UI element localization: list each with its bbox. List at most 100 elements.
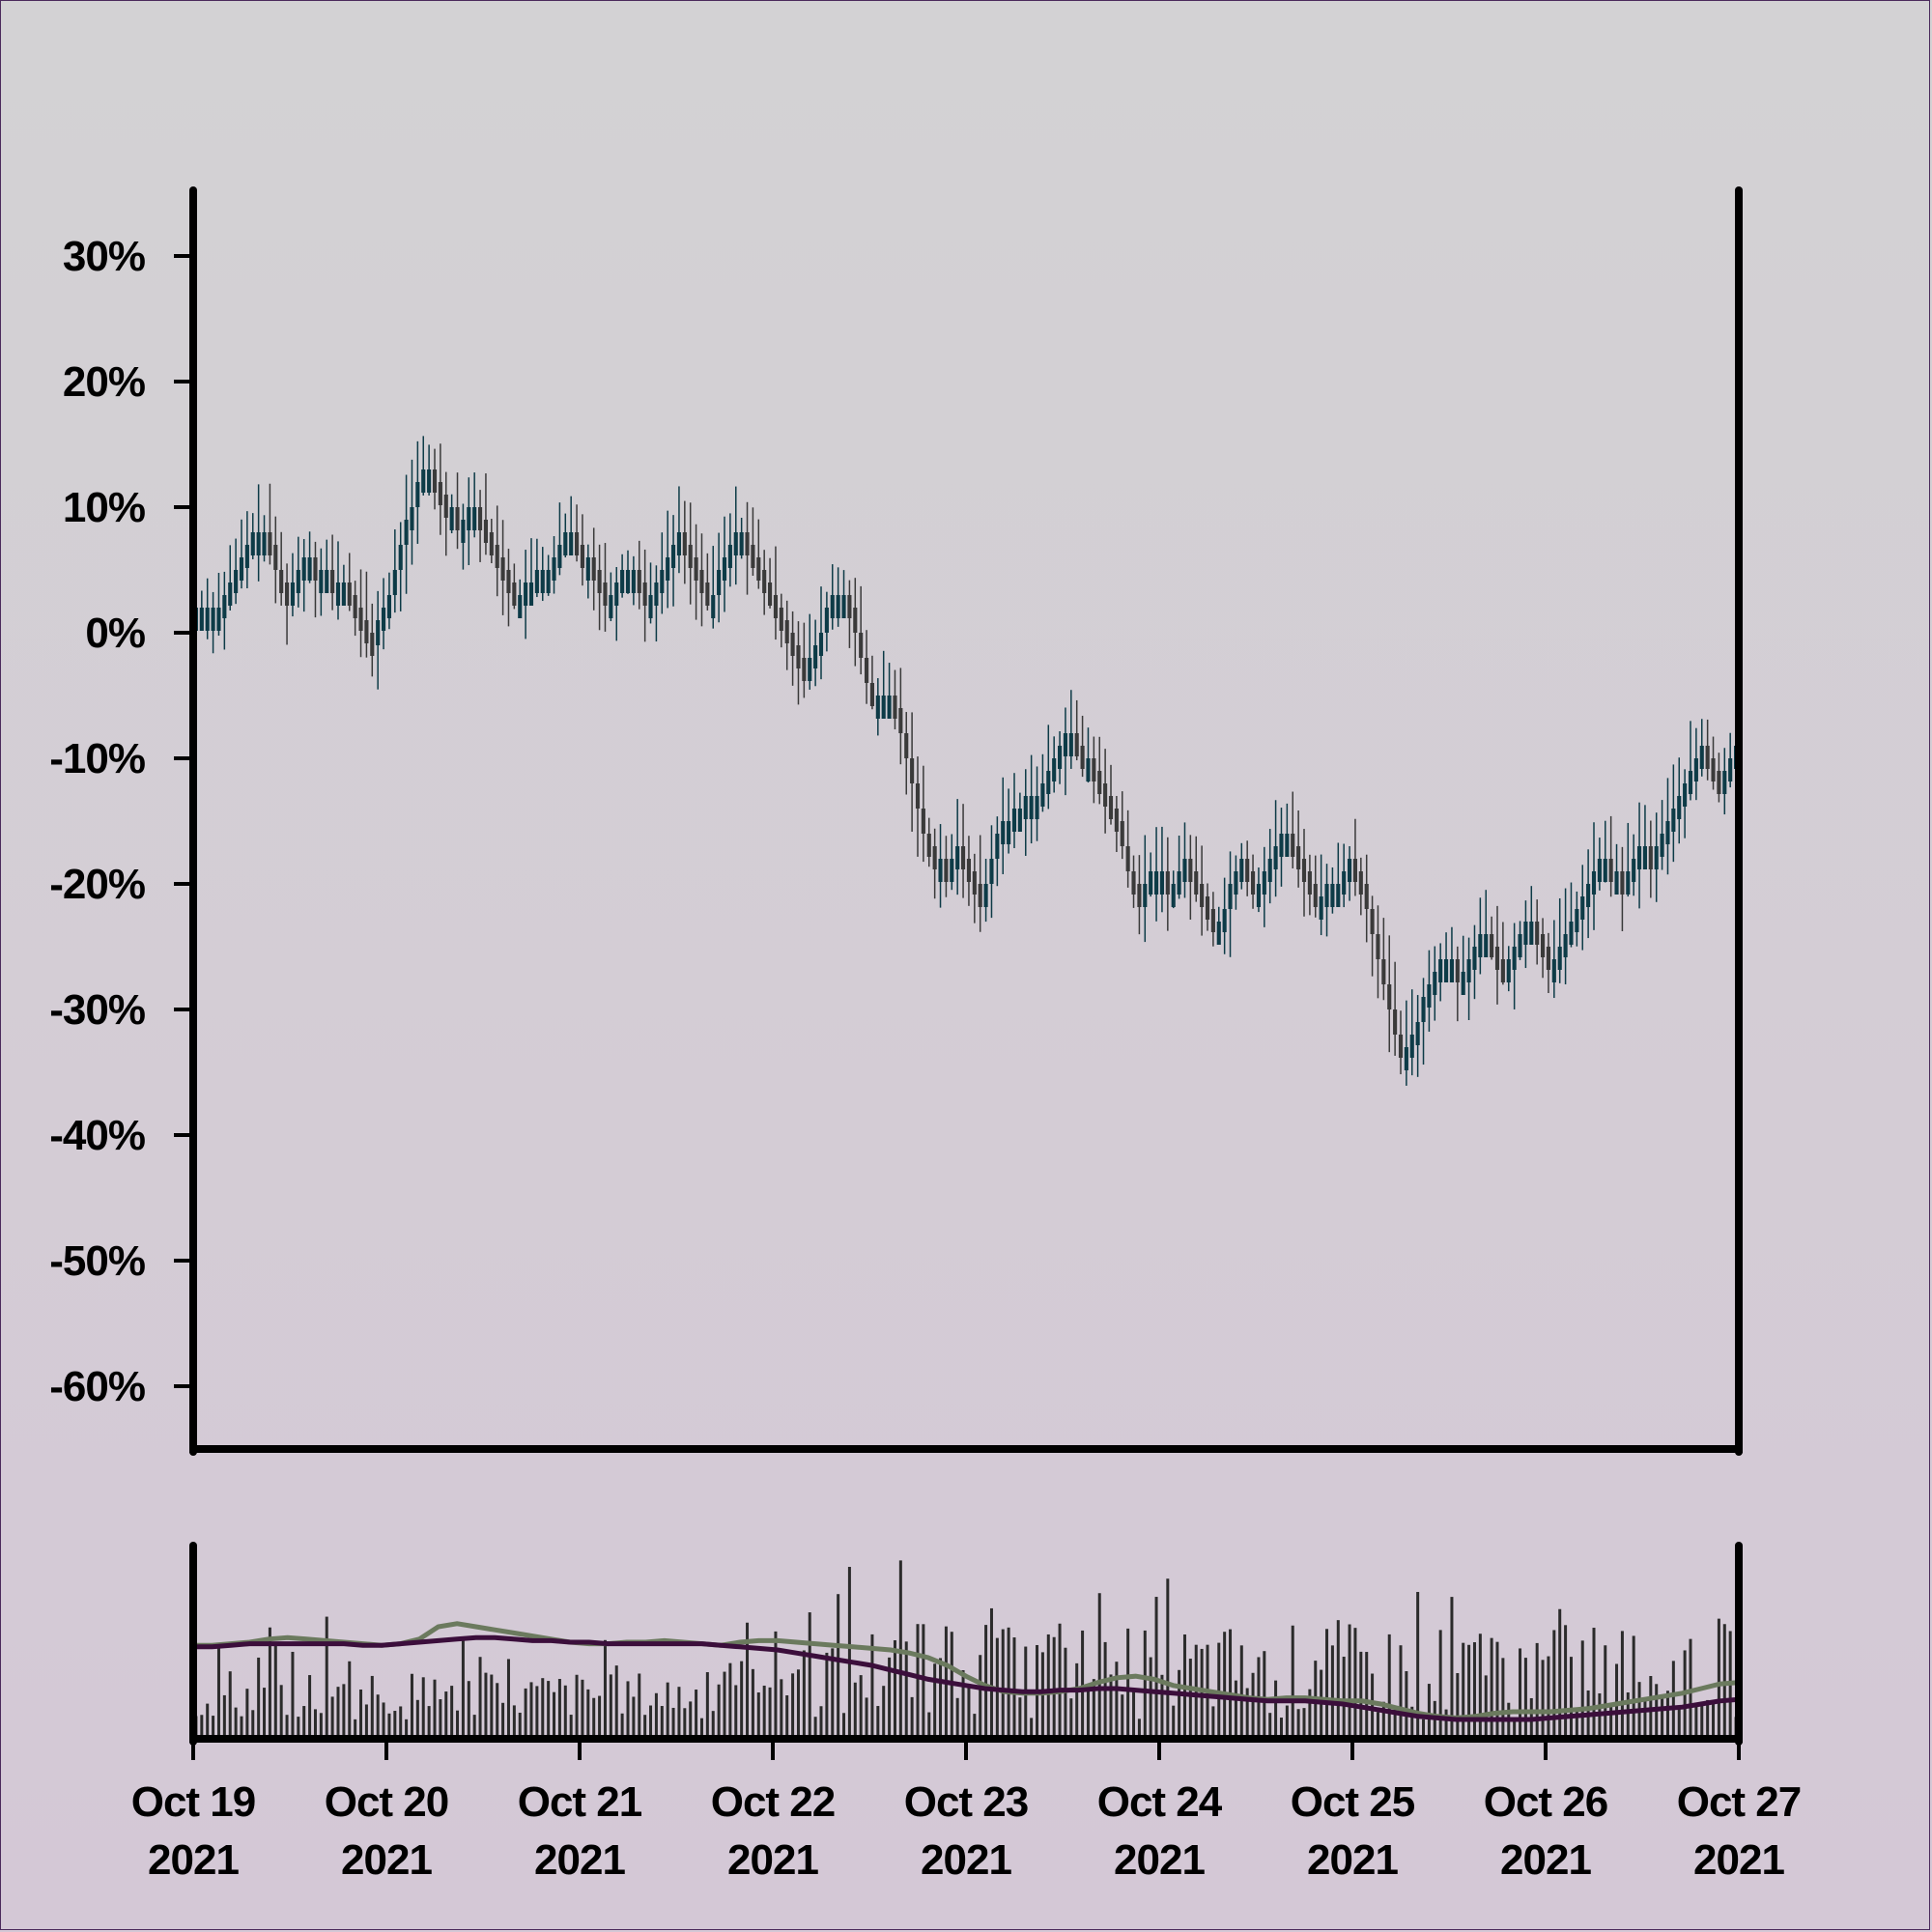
- candle-body: [557, 545, 562, 568]
- candle-body: [915, 783, 921, 809]
- candle-body: [1586, 884, 1591, 907]
- volume-bar: [831, 1648, 835, 1739]
- volume-bar: [1632, 1635, 1635, 1739]
- candle-body: [273, 545, 278, 570]
- candle-body: [1239, 859, 1244, 882]
- volume-bar: [1513, 1718, 1517, 1739]
- candle-body: [1671, 809, 1676, 832]
- volume-bar: [774, 1631, 778, 1739]
- volume-bar: [1478, 1634, 1482, 1739]
- candle-body: [1381, 959, 1386, 984]
- volume-bar: [354, 1719, 357, 1739]
- volume-bar: [620, 1713, 624, 1739]
- volume-bar: [598, 1695, 602, 1739]
- volume-bar: [330, 1696, 334, 1739]
- volume-bar: [1160, 1674, 1164, 1739]
- candle-body: [398, 545, 403, 570]
- volume-bar: [649, 1705, 653, 1739]
- volume-bar: [666, 1682, 669, 1739]
- candle-body: [1608, 859, 1613, 882]
- volume-bar: [222, 1694, 226, 1739]
- volume-bar: [837, 1594, 840, 1739]
- volume-bar: [569, 1715, 573, 1739]
- volume-bar: [989, 1607, 993, 1739]
- volume-bar: [410, 1673, 413, 1739]
- candle-body: [1017, 809, 1022, 832]
- candle-body: [1541, 934, 1546, 957]
- candle-body: [961, 846, 966, 869]
- y-tick-label: 20%: [63, 358, 145, 406]
- volume-bar: [717, 1684, 721, 1739]
- candle-body: [1728, 758, 1733, 781]
- volume-bar: [200, 1715, 204, 1739]
- volume-bar: [336, 1687, 340, 1739]
- x-tick-label-date: Oct 27: [1677, 1778, 1802, 1826]
- candle-body: [1472, 947, 1477, 970]
- candle-body: [836, 595, 840, 618]
- volume-bar: [695, 1690, 698, 1739]
- volume-bar: [421, 1677, 425, 1739]
- volume-bar: [791, 1673, 795, 1739]
- candle-body: [1285, 834, 1290, 857]
- volume-bar: [1535, 1642, 1539, 1739]
- candle-body: [1131, 871, 1136, 895]
- volume-bar: [1665, 1690, 1669, 1739]
- volume-bar: [563, 1685, 567, 1739]
- volume-bar: [1365, 1652, 1369, 1739]
- volume-bar: [382, 1702, 385, 1739]
- volume-bar: [478, 1657, 482, 1739]
- candle-body: [1029, 796, 1034, 819]
- candle-body: [733, 532, 738, 555]
- candle-body: [546, 570, 551, 593]
- candle-body: [1614, 871, 1619, 895]
- volume-bar: [916, 1624, 920, 1739]
- candle-body: [756, 557, 761, 581]
- candle-body: [1023, 796, 1028, 819]
- volume-bar: [813, 1717, 817, 1739]
- candle-body: [1660, 834, 1664, 857]
- candle-body: [1523, 922, 1528, 945]
- volume-bar: [603, 1639, 607, 1739]
- candle-body: [688, 545, 693, 568]
- volume-bar: [933, 1663, 937, 1739]
- candle-body: [597, 570, 602, 593]
- volume-bar: [677, 1687, 681, 1739]
- candle-body: [528, 582, 534, 606]
- volume-bar: [1467, 1644, 1471, 1739]
- volume-bar: [1381, 1701, 1385, 1739]
- candle-body: [1251, 871, 1256, 895]
- candle-body: [296, 570, 300, 593]
- candle-body: [228, 582, 233, 606]
- candle-body: [1097, 771, 1102, 794]
- volume-bar: [1484, 1675, 1488, 1739]
- volume-bar: [461, 1640, 465, 1739]
- volume-bar: [575, 1674, 579, 1739]
- candle-body: [717, 570, 722, 595]
- volume-bar: [1393, 1709, 1397, 1739]
- candle-body: [382, 608, 386, 631]
- candle-body: [1228, 884, 1233, 909]
- candle-body: [1245, 859, 1250, 882]
- volume-bar: [1132, 1690, 1136, 1739]
- volume-bar: [1706, 1699, 1710, 1739]
- candle-body: [1603, 859, 1607, 882]
- candle-body: [1699, 746, 1704, 769]
- candle-body: [1546, 947, 1550, 970]
- candle-body: [234, 570, 239, 593]
- candle-body: [898, 708, 903, 733]
- volume-bar: [671, 1707, 675, 1739]
- candle-body: [631, 570, 636, 593]
- candle-body: [427, 469, 432, 493]
- candle-body: [1484, 934, 1489, 957]
- volume-bar: [1342, 1657, 1346, 1739]
- volume-bar: [234, 1707, 238, 1739]
- volume-bar: [1405, 1671, 1408, 1739]
- candle-body: [1074, 733, 1079, 756]
- volume-bar: [740, 1661, 744, 1739]
- volume-bar: [683, 1708, 687, 1739]
- candle-body: [666, 557, 670, 581]
- volume-bar: [756, 1692, 760, 1739]
- candle-body: [1200, 884, 1205, 907]
- candle-body: [1216, 922, 1221, 945]
- volume-bar: [888, 1657, 892, 1739]
